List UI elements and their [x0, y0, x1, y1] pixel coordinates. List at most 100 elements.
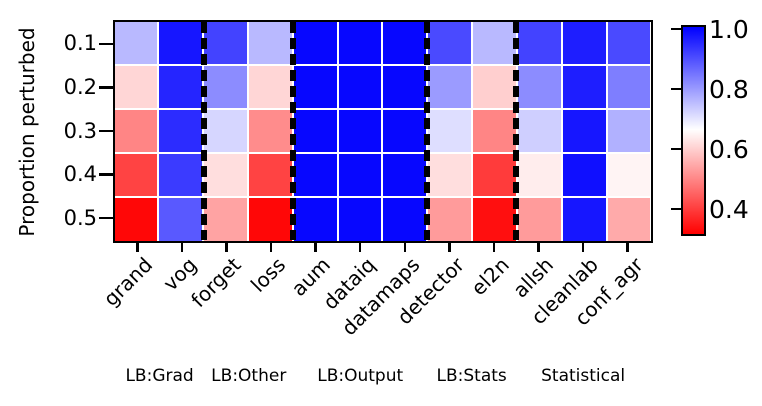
x-tick-label: el2n [465, 252, 514, 301]
colorbar [680, 24, 706, 236]
colorbar-tick [671, 27, 681, 31]
heatmap-cell-detector-0.5 [428, 198, 472, 241]
group-label-lb-stats: LB:Stats [436, 366, 507, 386]
x-tick [136, 242, 139, 252]
heatmap-cell-el2n-0.5 [473, 198, 516, 241]
heatmap-cell-detector-0.4 [428, 154, 472, 197]
heatmap-cell-el2n-0.2 [473, 65, 516, 108]
y-tick-label: 0.2 [63, 74, 97, 99]
x-tick-label: forget [186, 252, 247, 312]
heatmap-cell-cleanlab-0.2 [562, 65, 606, 108]
colorbar-tick [671, 147, 681, 151]
heatmap-cell-datamaps-0.5 [383, 198, 427, 241]
heatmap-cell-datamaps-0.3 [383, 109, 427, 153]
heatmap-cell-forget-0.5 [204, 198, 247, 241]
heatmap-cell-forget-0.4 [204, 154, 247, 197]
colorbar-tick-label: 1.0 [709, 14, 749, 44]
heatmap-cell-vog-0.1 [159, 21, 203, 64]
heatmap-cell-datamaps-0.4 [383, 154, 427, 197]
x-tick [314, 242, 317, 252]
heatmap-cell-cleanlab-0.1 [562, 21, 606, 64]
y-tick-label: 0.4 [63, 162, 97, 187]
heatmap-cell-el2n-0.3 [473, 109, 516, 153]
heatmap-cell-loss-0.2 [248, 65, 292, 108]
heatmap-cell-grand-0.4 [114, 154, 158, 197]
heatmap-cell-detector-0.1 [428, 21, 472, 64]
x-tick [492, 242, 496, 252]
heatmap-cell-dataiq-0.5 [338, 198, 382, 241]
heatmap-cell-dataiq-0.2 [338, 65, 382, 108]
heatmap-cell-cleanlab-0.3 [562, 109, 606, 153]
heatmap-cell-vog-0.4 [159, 154, 203, 197]
x-tick [269, 242, 273, 252]
heatmap-cell-vog-0.5 [159, 198, 203, 241]
x-tick [403, 242, 407, 252]
y-tick-label: 0.3 [63, 118, 97, 143]
heatmap-cell-aum-0.5 [293, 198, 337, 241]
heatmap-cell-conf_agr-0.2 [607, 65, 651, 108]
heatmap-cell-aum-0.3 [293, 109, 337, 153]
colorbar-tick [671, 87, 681, 91]
y-tick [99, 173, 113, 176]
colorbar-tick [671, 207, 681, 211]
heatmap-cell-detector-0.3 [428, 109, 472, 153]
heatmap-cell-allsh-0.3 [517, 109, 561, 153]
heatmap-cell-allsh-0.4 [517, 154, 561, 197]
x-tick [626, 242, 629, 252]
heatmap-cell-forget-0.1 [204, 21, 247, 64]
heatmap-cell-vog-0.3 [159, 109, 203, 153]
heatmap-cell-conf_agr-0.3 [607, 109, 651, 153]
heatmap-cell-aum-0.1 [293, 21, 337, 64]
colorbar-tick-label: 0.4 [709, 194, 749, 224]
y-tick [99, 129, 113, 133]
y-tick [99, 86, 113, 89]
heatmap-cell-el2n-0.4 [473, 154, 516, 197]
heatmap-cell-forget-0.3 [204, 109, 247, 153]
heatmap-cell-conf_agr-0.4 [607, 154, 651, 197]
y-tick [99, 216, 113, 220]
colorbar-tick-label: 0.8 [709, 74, 749, 104]
group-label-lb-other: LB:Other [211, 366, 287, 386]
heatmap-cell-conf_agr-0.1 [607, 21, 651, 64]
heatmap-cell-allsh-0.5 [517, 198, 561, 241]
x-tick [448, 242, 451, 252]
x-tick [225, 242, 228, 252]
x-tick [537, 242, 540, 252]
heatmap-cell-loss-0.1 [248, 21, 292, 64]
heatmap-cell-aum-0.4 [293, 154, 337, 197]
heatmap-cell-dataiq-0.1 [338, 21, 382, 64]
y-tick-label: 0.5 [63, 205, 97, 230]
x-tick [581, 242, 585, 252]
heatmap-cell-grand-0.1 [114, 21, 158, 64]
heatmap-cell-grand-0.3 [114, 109, 158, 153]
y-tick [99, 42, 113, 46]
colorbar-gradient [682, 26, 704, 234]
heatmap-cell-grand-0.2 [114, 65, 158, 108]
heatmap-cell-el2n-0.1 [473, 21, 516, 64]
heatmap-cell-aum-0.2 [293, 65, 337, 108]
heatmap-cell-dataiq-0.4 [338, 154, 382, 197]
x-tick-label: grand [98, 252, 157, 311]
heatmap-cell-datamaps-0.2 [383, 65, 427, 108]
group-label-lb-grad: LB:Grad [125, 366, 194, 386]
heatmap-cell-grand-0.5 [114, 198, 158, 241]
heatmap-cell-cleanlab-0.5 [562, 198, 606, 241]
heatmap-cell-loss-0.4 [248, 154, 292, 197]
x-tick-label: loss [246, 252, 291, 297]
heatmap-cell-allsh-0.1 [517, 21, 561, 64]
group-label-lb-output: LB:Output [317, 366, 404, 386]
heatmap-cell-datamaps-0.1 [383, 21, 427, 64]
colorbar-tick-label: 0.6 [709, 134, 749, 164]
heatmap-cell-dataiq-0.3 [338, 109, 382, 153]
group-label-statistical: Statistical [541, 366, 626, 386]
heatmap-cell-loss-0.3 [248, 109, 292, 153]
x-tick [358, 242, 362, 252]
heatmap-cell-cleanlab-0.4 [562, 154, 606, 197]
heatmap-cell-loss-0.5 [248, 198, 292, 241]
heatmap-grid [114, 21, 651, 241]
heatmap-cell-conf_agr-0.5 [607, 198, 651, 241]
heatmap-plot-frame [112, 19, 653, 243]
heatmap-cell-forget-0.2 [204, 65, 247, 108]
heatmap-cell-detector-0.2 [428, 65, 472, 108]
